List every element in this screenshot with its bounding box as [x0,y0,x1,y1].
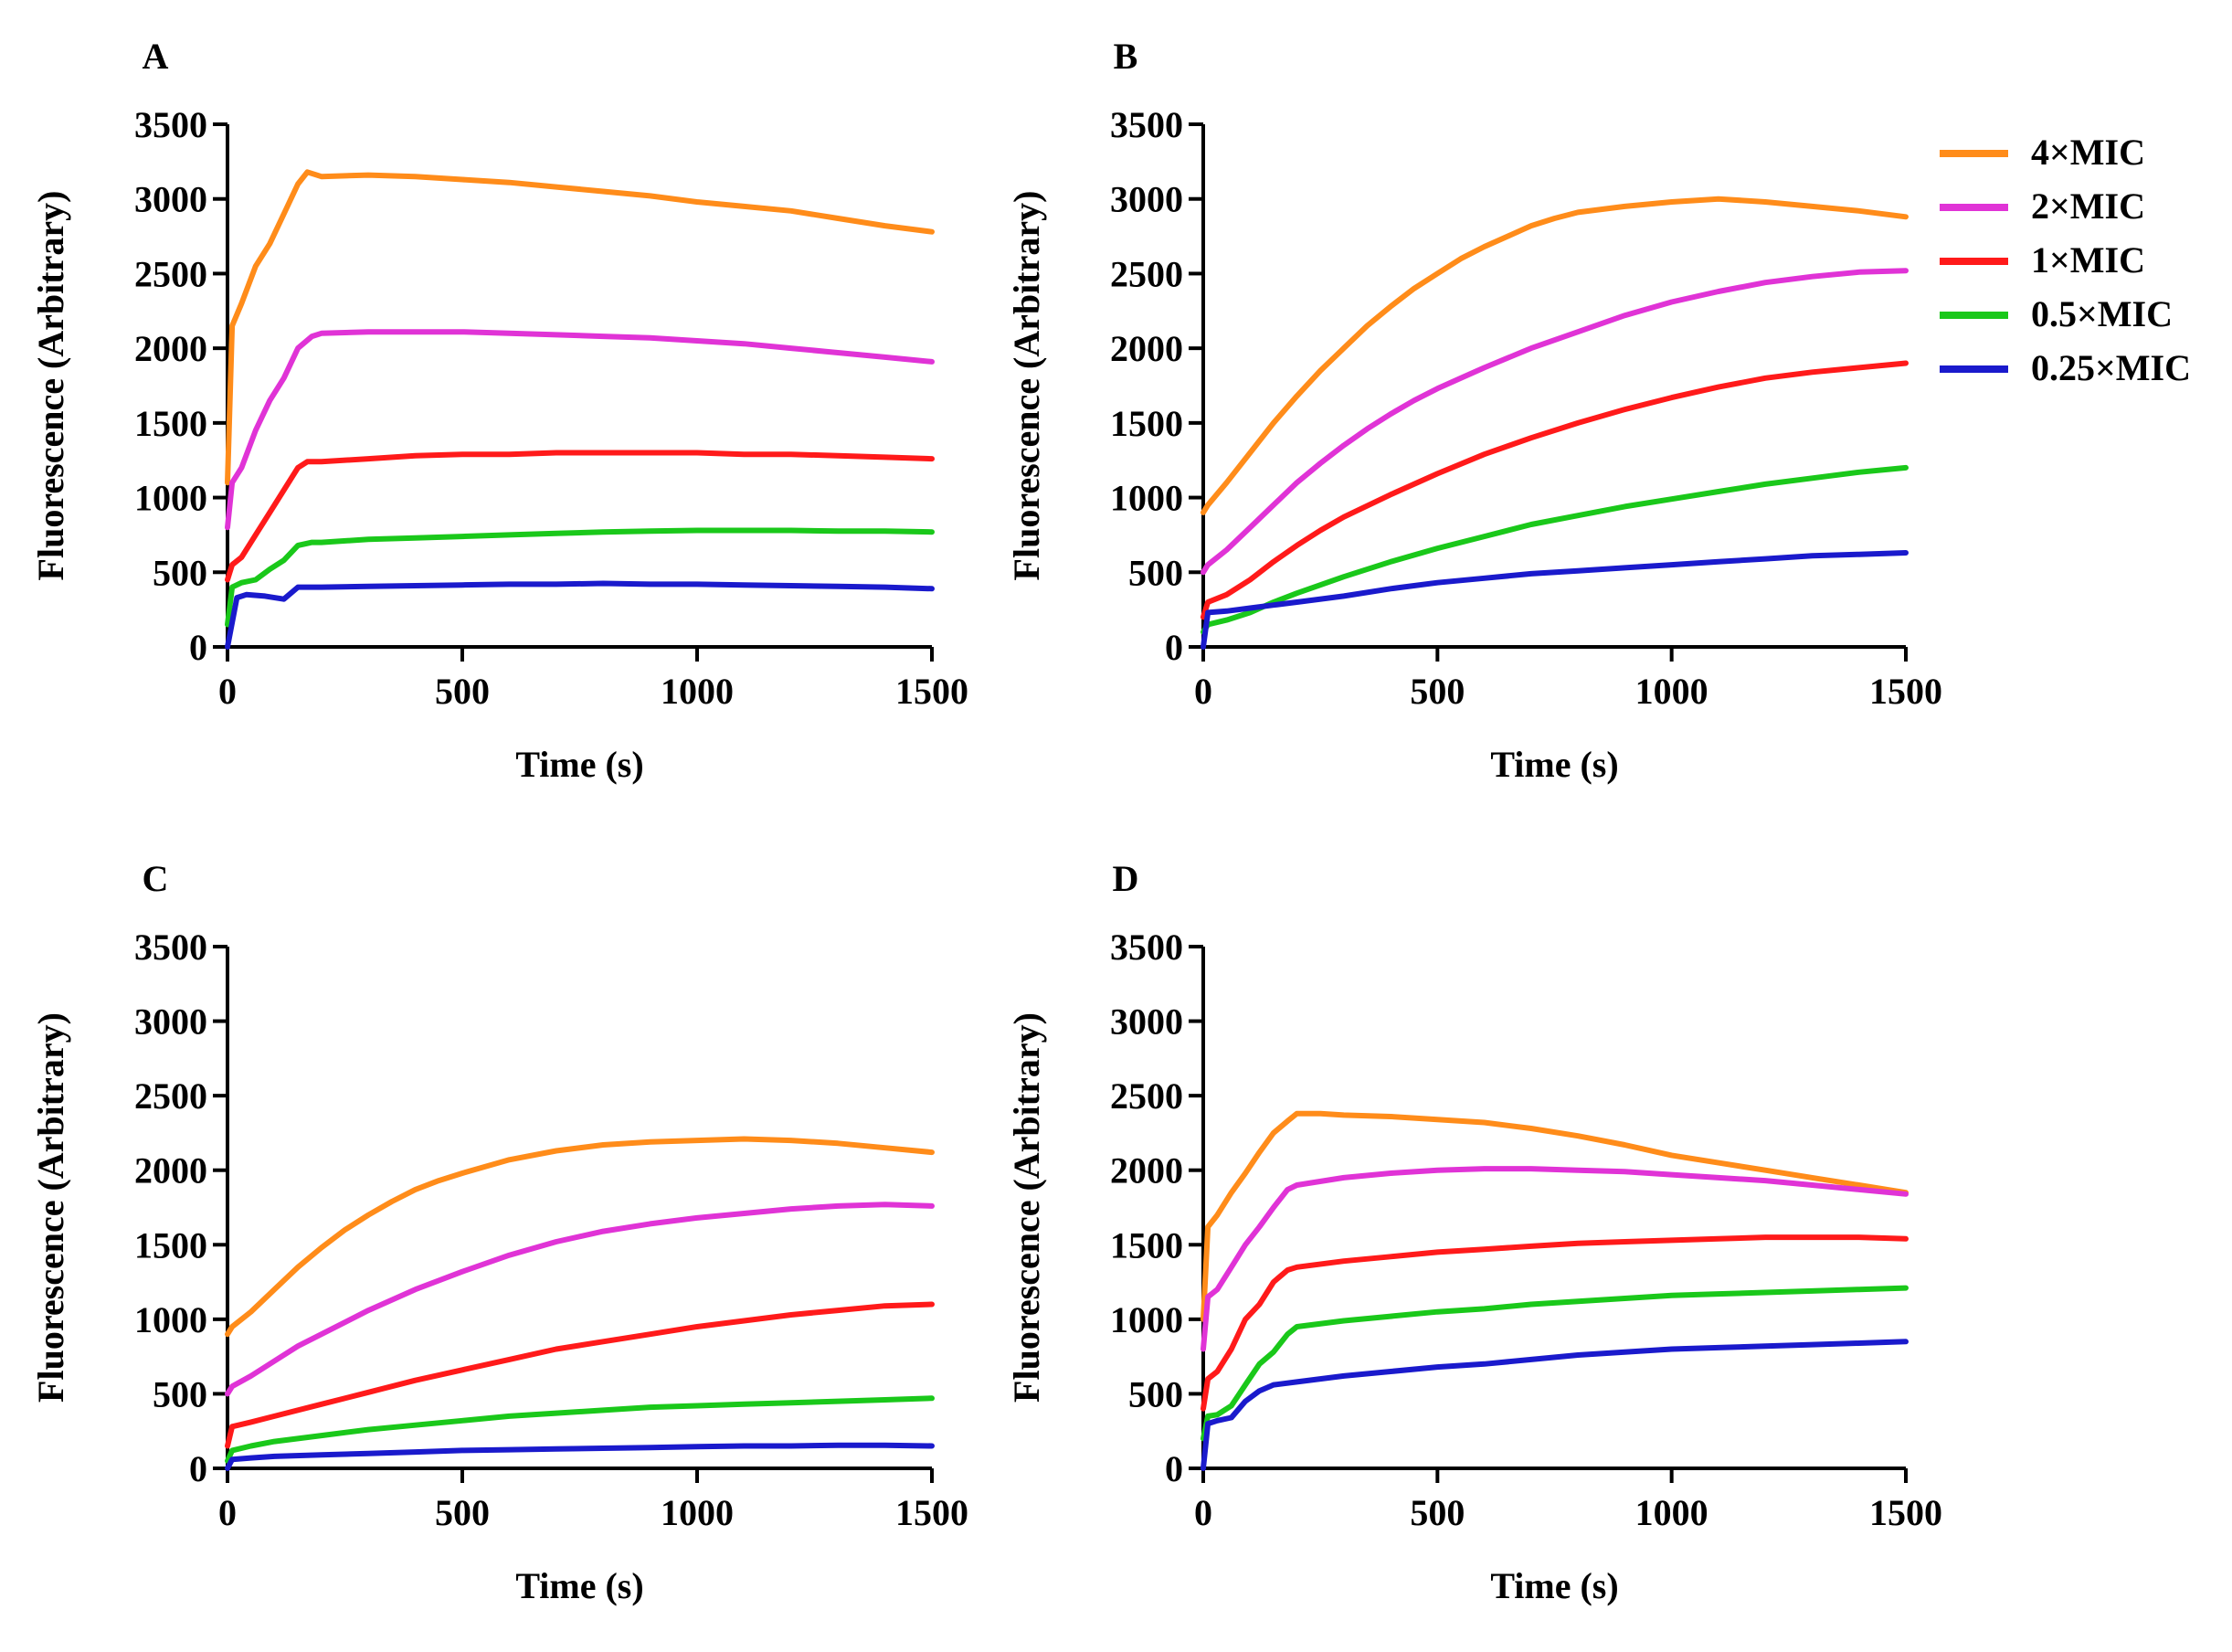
y-tick-label-d-0: 0 [1165,1448,1183,1489]
y-tick-label-d-5: 2500 [1110,1075,1183,1117]
x-tick-label-a-0: 0 [218,671,237,712]
x-tick-label-b-0: 0 [1194,671,1212,712]
legend-label-4xmic: 4×MIC [2031,132,2145,173]
y-tick-label-b-3: 1500 [1110,403,1183,444]
x-tick-label-d-3: 1500 [1869,1492,1942,1533]
x-tick-label-a-3: 1500 [895,671,968,712]
y-tick-label-b-7: 3500 [1110,104,1183,145]
x-tick-label-c-1: 500 [435,1492,490,1533]
x-tick-label-c-3: 1500 [895,1492,968,1533]
x-axis-title-c: Time (s) [515,1565,643,1606]
y-axis-title-b: Fluorescence (Arbitrary) [1006,191,1047,581]
series-line-a-4xmic [225,169,935,486]
y-tick-label-a-0: 0 [189,627,207,668]
y-axis-title-a: Fluorescence (Arbitrary) [30,191,71,581]
x-tick-label-b-3: 1500 [1869,671,1942,712]
y-tick-label-a-7: 3500 [134,104,207,145]
y-tick-label-d-1: 500 [1128,1373,1183,1414]
x-tick-label-a-1: 500 [435,671,490,712]
series-line-d-0_25xmic [1201,1339,1909,1471]
series-line-a-1xmic [225,450,935,583]
y-tick-label-a-5: 2500 [134,253,207,294]
y-tick-label-a-2: 1000 [134,478,207,519]
x-tick-label-d-1: 500 [1410,1492,1465,1533]
series-line-b-0_25xmic [1201,550,1909,650]
series-line-c-4xmic [225,1136,935,1338]
y-tick-label-b-5: 2500 [1110,253,1183,294]
series-line-c-2xmic [225,1202,935,1397]
panel-label-d: D [1113,858,1139,899]
y-tick-label-b-1: 500 [1128,552,1183,593]
legend-label-0_25xmic: 0.25×MIC [2031,347,2191,388]
y-tick-label-c-4: 2000 [134,1150,207,1191]
series-line-d-2xmic [1201,1166,1909,1352]
legend-label-2xmic: 2×MIC [2031,185,2145,227]
y-tick-label-c-2: 1000 [134,1299,207,1340]
legend-label-0_5xmic: 0.5×MIC [2031,293,2173,334]
series-line-a-2xmic [225,329,935,531]
y-tick-label-d-6: 3000 [1110,1001,1183,1043]
y-tick-label-c-7: 3500 [134,927,207,968]
series-line-d-4xmic [1201,1110,1909,1322]
y-tick-label-c-1: 500 [153,1373,207,1414]
x-axis-title-a: Time (s) [515,744,643,785]
x-axis-title-b: Time (s) [1490,744,1618,785]
y-tick-label-b-0: 0 [1165,627,1183,668]
series-line-a-0_25xmic [225,580,935,650]
series-line-b-2xmic [1201,268,1909,576]
x-tick-label-d-0: 0 [1194,1492,1212,1533]
series-line-b-4xmic [1201,196,1909,515]
y-tick-label-b-6: 3000 [1110,179,1183,220]
x-axis-title-d: Time (s) [1490,1565,1618,1606]
series-line-c-0_5xmic [225,1395,935,1464]
y-tick-label-a-1: 500 [153,552,207,593]
legend-label-1xmic: 1×MIC [2031,239,2145,281]
series-line-c-0_25xmic [225,1442,935,1471]
series-line-b-0_5xmic [1201,464,1909,635]
x-tick-label-d-2: 1000 [1635,1492,1708,1533]
series-line-d-0_5xmic [1201,1285,1909,1442]
series-line-d-1xmic [1201,1234,1909,1412]
y-tick-label-d-2: 1000 [1110,1299,1183,1340]
panel-label-c: C [143,858,169,899]
y-tick-label-a-3: 1500 [134,403,207,444]
panel-label-a: A [143,36,169,77]
x-tick-label-b-2: 1000 [1635,671,1708,712]
y-tick-label-d-3: 1500 [1110,1224,1183,1265]
y-tick-label-b-4: 2000 [1110,328,1183,369]
y-tick-label-c-6: 3000 [134,1001,207,1043]
x-tick-label-b-1: 500 [1410,671,1465,712]
y-axis-title-c: Fluorescence (Arbitrary) [30,1012,71,1403]
y-axis-title-d: Fluorescence (Arbitrary) [1006,1012,1047,1403]
panel-label-b: B [1114,36,1138,77]
y-tick-label-d-4: 2000 [1110,1150,1183,1191]
y-tick-label-a-4: 2000 [134,328,207,369]
y-tick-label-a-6: 3000 [134,179,207,220]
x-tick-label-c-0: 0 [218,1492,237,1533]
y-tick-label-c-5: 2500 [134,1075,207,1117]
x-tick-label-a-2: 1000 [661,671,734,712]
y-tick-label-c-0: 0 [189,1448,207,1489]
series-line-a-0_5xmic [225,527,935,628]
series-line-b-1xmic [1201,360,1909,620]
y-tick-label-c-3: 1500 [134,1224,207,1265]
y-tick-label-d-7: 3500 [1110,927,1183,968]
y-tick-label-b-2: 1000 [1110,478,1183,519]
series-line-c-1xmic [225,1301,935,1449]
x-tick-label-c-2: 1000 [661,1492,734,1533]
